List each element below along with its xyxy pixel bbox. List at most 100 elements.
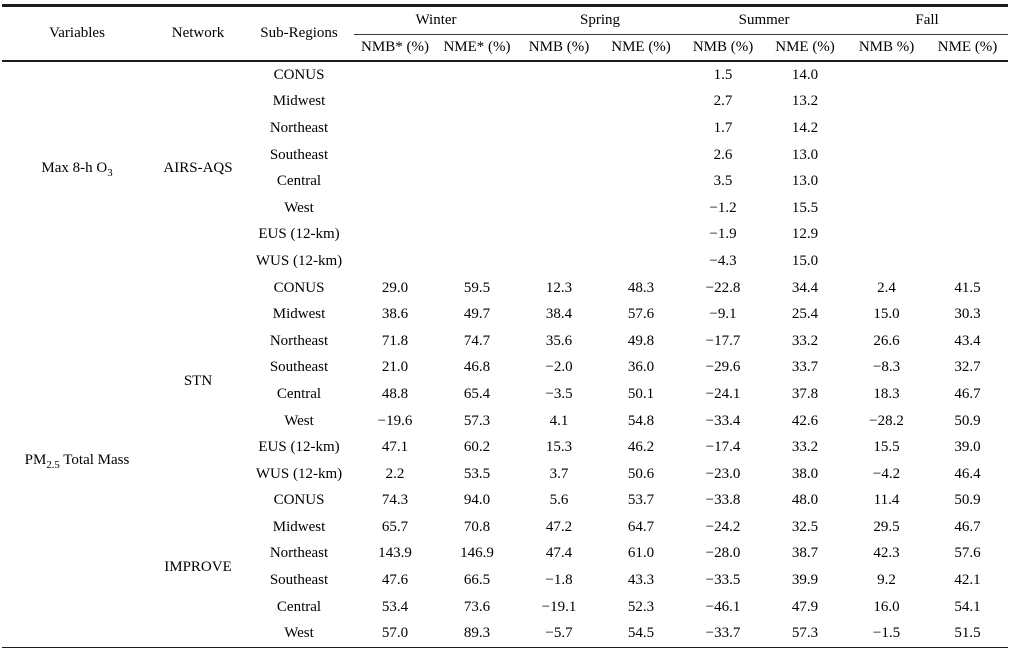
value-cell: 53.5 xyxy=(463,465,491,482)
value-cell: −33.7 xyxy=(705,625,741,642)
value-cell: 35.6 xyxy=(545,332,573,349)
value-cell: 15.5 xyxy=(873,439,900,456)
value-cell: −9.1 xyxy=(709,306,737,323)
value-cell: −19.1 xyxy=(541,598,577,615)
value-cell: −17.7 xyxy=(705,332,741,349)
variable-label: PM2.5 Total Mass xyxy=(24,452,130,472)
value-cell: 46.4 xyxy=(954,465,981,482)
value-cell: 4.1 xyxy=(549,412,569,429)
value-cell: 57.0 xyxy=(381,625,409,642)
value-cell xyxy=(927,222,1008,249)
value-cell: 9.2 xyxy=(877,572,896,589)
value-cell xyxy=(354,195,436,222)
value-cell xyxy=(518,168,600,195)
value-cell: 3.5 xyxy=(713,173,733,190)
value-cell: 57.3 xyxy=(463,412,491,429)
col-header-fall: Fall xyxy=(846,5,1009,35)
value-cell xyxy=(436,168,518,195)
value-cell xyxy=(846,248,927,275)
value-cell: 46.8 xyxy=(463,359,491,376)
value-cell xyxy=(600,142,682,169)
value-cell: 47.4 xyxy=(545,545,573,562)
value-cell xyxy=(436,248,518,275)
value-cell: 38.0 xyxy=(791,465,819,482)
value-cell: 15.0 xyxy=(873,306,900,323)
table-row: WUS (12-km) 2.2 53.5 3.7 50.6 −23.0 38.0 −4.2 46… xyxy=(2,461,1008,488)
sub-region-label: Central xyxy=(276,385,322,402)
value-cell: 14.2 xyxy=(791,119,819,136)
value-cell: 37.8 xyxy=(791,385,819,402)
value-cell xyxy=(436,89,518,116)
value-cell: 26.6 xyxy=(873,332,900,349)
sub-region-label: EUS (12-km) xyxy=(258,226,340,243)
sub-region-label: Midwest xyxy=(272,306,326,323)
value-cell: 30.3 xyxy=(954,306,981,323)
value-cell: 34.4 xyxy=(791,279,819,296)
table-row: West −19.6 57.3 4.1 54.8 −33.4 42.6 −28.2 50.9 xyxy=(2,408,1008,435)
value-cell: 50.9 xyxy=(954,412,981,429)
value-cell: −2.0 xyxy=(545,359,573,376)
table-row: EUS (12-km) 47.1 60.2 15.3 46.2 −17.4 33.2 15.5… xyxy=(2,434,1008,461)
value-cell xyxy=(927,89,1008,116)
value-cell xyxy=(600,222,682,249)
value-cell: 13.2 xyxy=(791,93,819,110)
value-cell: 15.5 xyxy=(791,199,819,216)
value-cell xyxy=(518,89,600,116)
value-cell: 29.5 xyxy=(873,518,900,535)
value-cell: 33.2 xyxy=(791,332,819,349)
value-cell: 89.3 xyxy=(463,625,491,642)
value-cell: 25.4 xyxy=(791,306,819,323)
value-cell xyxy=(518,222,600,249)
sub-region-label: WUS (12-km) xyxy=(255,465,343,482)
sub-region-label: CONUS xyxy=(273,66,325,83)
value-cell xyxy=(518,115,600,142)
value-cell: 2.2 xyxy=(385,465,405,482)
value-cell: 65.4 xyxy=(463,385,491,402)
value-cell xyxy=(846,61,927,89)
value-cell: 65.7 xyxy=(381,518,409,535)
table-row: Southeast 2.6 13.0 xyxy=(2,142,1008,169)
value-cell xyxy=(846,115,927,142)
value-cell: −22.8 xyxy=(705,279,741,296)
value-cell: 13.0 xyxy=(791,146,819,163)
value-cell: 42.1 xyxy=(954,572,981,589)
value-cell: 38.6 xyxy=(381,306,409,323)
network-label: IMPROVE xyxy=(164,558,232,575)
sub-region-label: Northeast xyxy=(269,332,329,349)
value-cell: 57.3 xyxy=(791,625,819,642)
value-cell: 50.6 xyxy=(627,465,655,482)
value-cell: 16.0 xyxy=(873,598,900,615)
stats-table: Variables Network Sub-Regions Winter Spr… xyxy=(2,4,1009,648)
value-cell xyxy=(436,115,518,142)
value-cell: 66.5 xyxy=(463,572,491,589)
table-row: Midwest 65.7 70.8 47.2 64.7 −24.2 32.5 29.5 46.7 xyxy=(2,514,1008,541)
value-cell: 51.5 xyxy=(954,625,981,642)
value-cell xyxy=(846,195,927,222)
value-cell: 12.3 xyxy=(545,279,573,296)
value-cell: 39.9 xyxy=(791,572,819,589)
value-cell: 2.4 xyxy=(877,279,896,296)
value-cell xyxy=(436,195,518,222)
table-row: Midwest 2.7 13.2 xyxy=(2,89,1008,116)
value-cell xyxy=(354,168,436,195)
header-row-seasons: Variables Network Sub-Regions Winter Spr… xyxy=(2,5,1009,41)
sub-region-label: Southeast xyxy=(269,572,329,589)
value-cell: 50.1 xyxy=(627,385,655,402)
value-cell: −4.2 xyxy=(872,465,901,482)
value-cell xyxy=(518,248,600,275)
table-row: Central 53.4 73.6 −19.1 52.3 −46.1 47.9 16.0 54.… xyxy=(2,594,1008,621)
value-cell: 146.9 xyxy=(460,545,494,562)
table-row: WUS (12-km) −4.3 15.0 xyxy=(2,248,1008,275)
value-cell: −1.9 xyxy=(709,226,737,243)
value-cell xyxy=(518,61,600,89)
table-row: Southeast 47.6 66.5 −1.8 43.3 −33.5 39.9 9.2 42.… xyxy=(2,567,1008,594)
col-header-variables: Variables xyxy=(49,25,105,41)
value-cell: −33.8 xyxy=(705,492,741,509)
value-cell xyxy=(354,222,436,249)
value-cell: 33.7 xyxy=(791,359,819,376)
value-cell: −4.3 xyxy=(709,252,737,269)
value-cell: 43.4 xyxy=(954,332,981,349)
value-cell: −19.6 xyxy=(377,412,413,429)
table-row: Northeast 143.9 146.9 47.4 61.0 −28.0 38.7 42.3… xyxy=(2,541,1008,568)
table-row: PM2.5 Total Mass STN CONUS 29.0 59.5 12.3 48.3… xyxy=(2,275,1008,471)
